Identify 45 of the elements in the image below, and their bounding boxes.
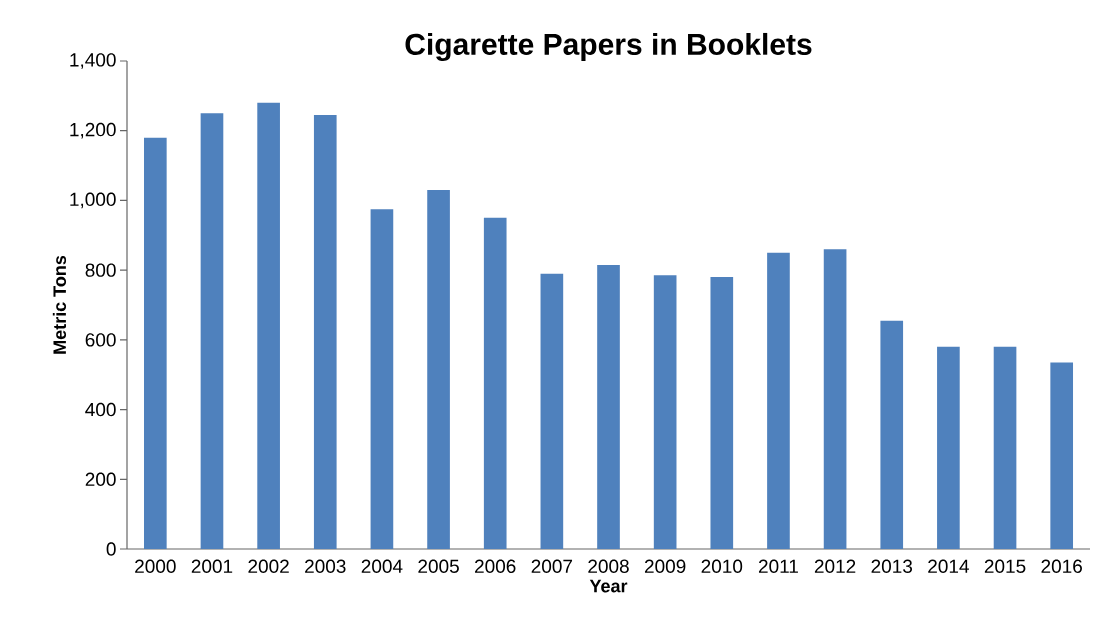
x-tick-label: 2012	[814, 559, 856, 573]
y-tick-label: 1,000	[70, 192, 116, 209]
x-tick-label: 2007	[531, 559, 573, 573]
bar	[540, 273, 564, 549]
x-tick-label: 2010	[701, 559, 743, 573]
x-tick-label: 2000	[135, 559, 176, 573]
bar	[1050, 362, 1074, 549]
bar	[370, 209, 394, 549]
bar	[993, 346, 1017, 549]
x-tick-label: 2006	[475, 559, 516, 573]
y-tick-label: 600	[85, 333, 116, 347]
x-tick-label: 2001	[191, 559, 233, 573]
bar	[597, 264, 620, 549]
x-tick-label: 2015	[984, 559, 1026, 573]
bar	[823, 249, 847, 549]
bar	[427, 189, 450, 549]
chart-title: Cigarette Papers in Booklets	[405, 32, 812, 62]
bar	[200, 113, 224, 549]
bar	[257, 102, 280, 549]
x-tick-label: 2009	[644, 559, 686, 573]
bar	[880, 320, 904, 549]
x-axis-title: Year	[589, 579, 628, 593]
x-tick-label: 2011	[758, 559, 798, 573]
x-tick-label: 2016	[1041, 559, 1082, 573]
y-tick-label: 0	[106, 542, 116, 556]
bar	[313, 115, 337, 549]
bar	[767, 252, 790, 549]
bar	[937, 346, 960, 549]
x-tick-label: 2003	[305, 559, 346, 573]
x-tick-label: 2005	[418, 559, 459, 573]
bar	[653, 275, 677, 549]
y-tick-label: 1,200	[70, 122, 116, 139]
y-tick-label: 1,400	[70, 53, 116, 69]
x-tick-label: 2013	[871, 559, 913, 573]
bar	[710, 277, 734, 549]
y-axis-title: Metric Tons	[52, 255, 67, 354]
y-tick-label: 200	[85, 472, 116, 487]
y-tick-label: 800	[85, 263, 116, 277]
x-tick-label: 2004	[361, 559, 403, 573]
x-tick-label: 2002	[248, 559, 289, 573]
y-tick-label: 400	[85, 402, 116, 417]
x-tick-label: 2014	[928, 559, 969, 573]
x-tick-label: 2008	[588, 559, 629, 573]
bar	[144, 137, 167, 549]
bar	[483, 217, 507, 549]
